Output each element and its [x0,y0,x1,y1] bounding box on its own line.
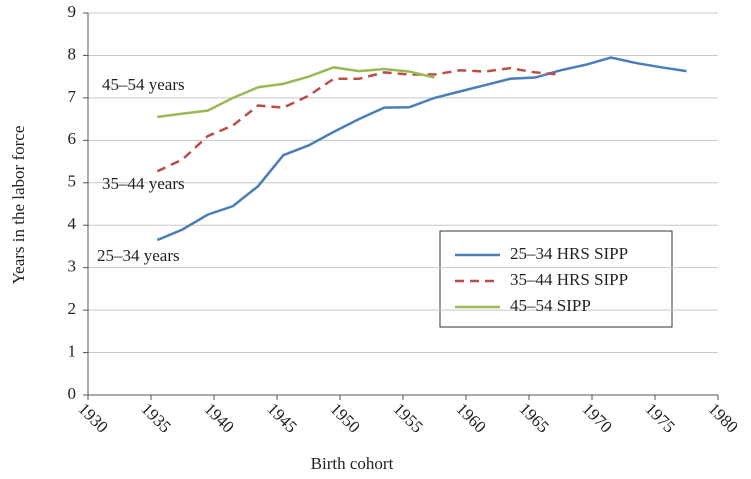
y-tick-label: 5 [68,172,77,191]
y-tick-label: 0 [68,384,77,403]
legend-label: 45–54 SIPP [510,296,591,315]
x-tick-label: 1980 [704,399,741,436]
y-tick-label: 1 [68,341,77,360]
x-tick-label: 1975 [641,399,678,436]
legend-label: 35–44 HRS SIPP [510,270,628,289]
x-tick-label: 1935 [137,399,174,436]
y-axis-title: Years in the labor force [9,126,28,285]
x-tick-label: 1960 [452,399,489,436]
y-tick-label: 9 [68,2,77,21]
y-tick-label: 4 [68,214,77,233]
legend-label: 25–34 HRS SIPP [510,244,628,263]
y-tick-label: 7 [68,87,77,106]
x-tick-label: 1965 [515,399,552,436]
x-tick-label: 1955 [389,399,426,436]
x-tick-label: 1950 [326,399,363,436]
annotation: 25–34 years [97,246,180,265]
y-tick-label: 2 [68,299,77,318]
legend-box [439,230,673,328]
x-tick-label: 1945 [263,399,300,436]
x-axis-title: Birth cohort [311,454,394,473]
annotation: 35–44 years [102,174,185,193]
series-line [156,66,561,173]
x-tick-label: 1940 [200,399,237,436]
series-line [157,66,435,119]
x-tick-label: 1930 [74,399,111,436]
y-tick-label: 3 [68,257,77,276]
annotation: 45–54 years [102,75,185,94]
series-line [156,56,687,242]
y-tick-label: 8 [68,44,77,63]
x-tick-label: 1970 [578,399,615,436]
y-tick-label: 6 [68,129,77,148]
